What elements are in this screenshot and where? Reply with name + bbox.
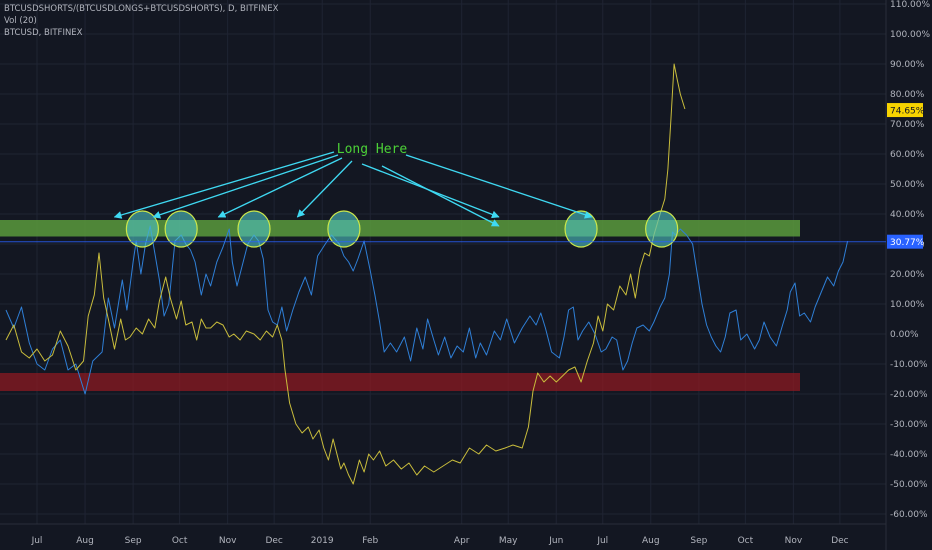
highlight-circle-0 <box>125 210 159 248</box>
y-tick-label: -40.00% <box>890 450 928 460</box>
y-tick-label: 0.00% <box>890 330 919 340</box>
annotation-arrow-5 <box>405 154 593 219</box>
y-tick-label: 50.00% <box>890 180 925 190</box>
last-value-badge-yellow-label: 74.65% <box>890 107 925 117</box>
y-tick-label: 20.00% <box>890 270 925 280</box>
x-tick-label: Feb <box>362 536 378 546</box>
legend-volume[interactable]: Vol (20) <box>4 16 37 26</box>
y-tick-label: -50.00% <box>890 480 928 490</box>
x-tick-label: Sep <box>690 536 707 546</box>
price-badges: 74.65% 30.77% <box>0 103 925 249</box>
green-zone <box>0 220 800 237</box>
y-tick-label: 100.00% <box>890 30 930 40</box>
x-tick-label: Apr <box>454 536 470 546</box>
annotation-arrow-6 <box>381 165 500 227</box>
annotation-arrow-2 <box>217 157 343 218</box>
x-tick-label: 2019 <box>311 536 334 546</box>
x-tick-label: Jul <box>31 536 43 546</box>
x-tick-label: Aug <box>642 536 660 546</box>
y-tick-label: -60.00% <box>890 510 928 520</box>
highlight-circle-3 <box>327 210 361 248</box>
series-line-btcusd <box>5 63 686 485</box>
x-tick-label: Dec <box>831 536 848 546</box>
y-tick-label: -20.00% <box>890 390 928 400</box>
y-tick-label: 60.00% <box>890 150 925 160</box>
highlight-circle-1 <box>164 210 198 248</box>
x-tick-label: May <box>499 536 518 546</box>
x-tick-label: Oct <box>738 536 754 546</box>
annotation-arrow-3 <box>296 160 353 218</box>
y-tick-label: -10.00% <box>890 360 928 370</box>
zone-layer <box>0 220 800 391</box>
highlight-circle-2 <box>237 210 271 248</box>
circle-layer <box>125 210 679 248</box>
grid-layer <box>0 0 886 524</box>
x-axis[interactable]: Jul Aug Sep Oct Nov Dec 2019 Feb Apr May Jun Jul Aug… <box>31 536 849 546</box>
long-here-annotation: Long Here <box>337 142 408 157</box>
highlight-circle-5 <box>645 210 679 248</box>
last-value-badge-yellow-bg <box>887 103 923 118</box>
x-tick-label: Jun <box>548 536 563 546</box>
last-value-badge-blue-label: 30.77% <box>890 238 925 248</box>
series-line-short-ratio <box>5 225 849 395</box>
arrow-layer <box>113 151 593 227</box>
x-tick-label: Aug <box>76 536 94 546</box>
y-tick-label: 40.00% <box>890 210 925 220</box>
last-value-badge-blue-bg <box>887 234 923 249</box>
y-tick-label: 80.00% <box>890 90 925 100</box>
y-tick-label: -30.00% <box>890 420 928 430</box>
x-tick-label: Dec <box>265 536 282 546</box>
y-tick-label: 70.00% <box>890 120 925 130</box>
y-axis[interactable]: 110.00% 100.00% 90.00% 80.00% 70.00% 60.00% 50… <box>890 0 930 520</box>
annotation-arrow-0 <box>113 151 335 219</box>
annotation-arrow-1 <box>152 154 339 219</box>
series-layer <box>5 63 849 485</box>
highlight-circle-4 <box>564 210 598 248</box>
x-tick-label: Jul <box>596 536 608 546</box>
y-tick-label: 110.00% <box>890 0 930 10</box>
x-tick-label: Nov <box>785 536 803 546</box>
x-tick-label: Sep <box>125 536 142 546</box>
y-tick-label: 90.00% <box>890 60 925 70</box>
x-tick-label: Oct <box>172 536 188 546</box>
y-tick-label: 10.00% <box>890 300 925 310</box>
legend-symbol[interactable]: BTCUSDSHORTS/(BTCUSDLONGS+BTCUSDSHORTS),… <box>4 4 279 14</box>
x-tick-label: Nov <box>219 536 237 546</box>
legend-btcusd[interactable]: BTCUSD, BITFINEX <box>4 28 83 38</box>
red-zone <box>0 373 800 391</box>
